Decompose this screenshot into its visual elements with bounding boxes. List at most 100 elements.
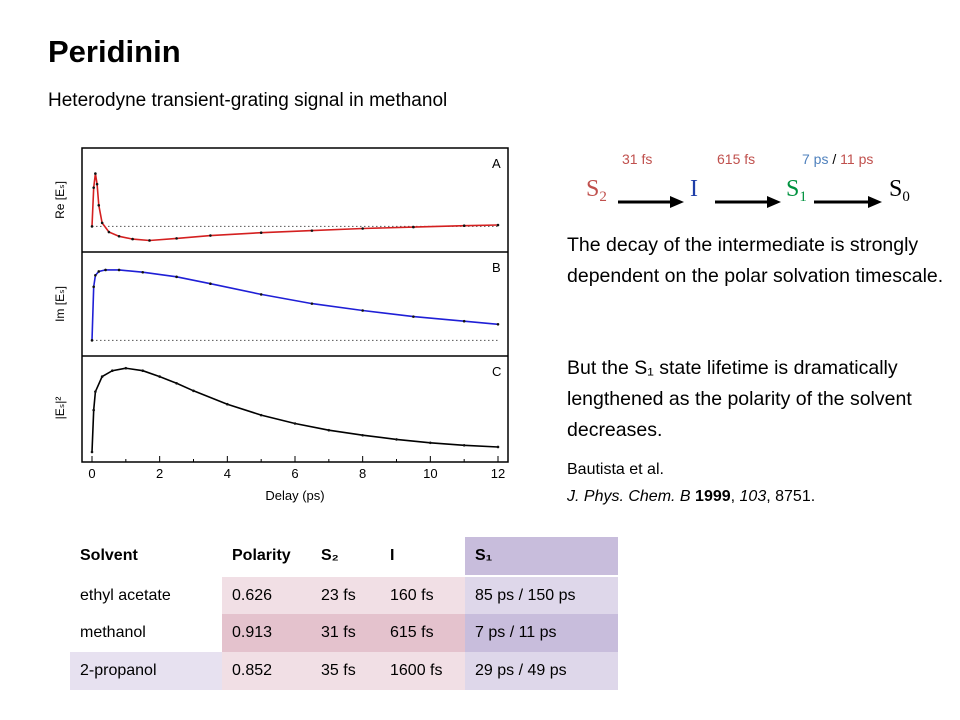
table-row: 2-propanol 0.852 35 fs 1600 fs 29 ps / 4… — [70, 652, 618, 690]
arrow-icon — [715, 196, 781, 208]
table-header-row: Solvent Polarity S₂ I S₁ — [70, 537, 618, 577]
data-point — [90, 450, 94, 454]
data-point — [124, 366, 128, 370]
panel-ylabel: Im [Eₛ] — [53, 286, 67, 322]
table-cell: 160 fs — [380, 576, 465, 614]
rate-s1-s0-b: 11 ps — [840, 151, 874, 167]
data-point — [92, 408, 95, 412]
data-point — [310, 302, 314, 305]
panel-label-A: A — [492, 156, 501, 171]
data-point — [104, 268, 107, 272]
x-tick-label: 8 — [359, 466, 366, 481]
table-cell: 31 fs — [311, 614, 380, 652]
data-point — [412, 225, 415, 229]
data-point — [395, 438, 398, 441]
data-point — [100, 375, 104, 378]
table-cell: 29 ps / 49 ps — [465, 652, 618, 690]
arrow-icon — [618, 196, 684, 208]
table-header-cell: Solvent — [70, 537, 222, 577]
data-point — [209, 234, 212, 237]
data-point — [94, 274, 97, 277]
table-cell: 0.913 — [222, 614, 311, 652]
data-point — [97, 270, 101, 273]
table-cell: 35 fs — [311, 652, 380, 690]
state-i: I — [690, 176, 698, 202]
x-tick-label: 6 — [291, 466, 298, 481]
paragraph-intermediate: The decay of the intermediate is strongl… — [567, 234, 944, 287]
data-point — [259, 231, 263, 235]
reference-journal: J. Phys. Chem. B — [567, 488, 691, 505]
rate-i-s1: 615 fs — [717, 151, 756, 167]
data-point — [117, 234, 121, 238]
data-point — [462, 224, 466, 227]
reference-volume: 103 — [739, 488, 767, 505]
table-cell: ethyl acetate — [70, 576, 222, 614]
table-header-cell: I — [380, 537, 465, 577]
state-s1: S1 — [786, 176, 807, 205]
data-point — [94, 390, 97, 393]
table-cell: methanol — [70, 614, 222, 652]
x-tick-label: 2 — [156, 466, 163, 481]
data-point — [158, 375, 161, 378]
table-cell: 85 ps / 150 ps — [465, 576, 618, 614]
data-point — [293, 422, 297, 425]
data-point — [462, 443, 466, 447]
table-header-cell: S₂ — [311, 537, 380, 577]
reference-pages: 8751. — [775, 488, 816, 505]
data-point — [310, 229, 314, 232]
data-point — [259, 413, 263, 417]
data-point — [361, 227, 364, 230]
data-point — [131, 237, 134, 241]
panel-label-B: B — [492, 260, 501, 275]
data-point — [148, 239, 151, 242]
panel-ylabel: |Eₛ|² — [53, 397, 67, 420]
data-point — [209, 282, 212, 286]
reference-year: 1999 — [695, 488, 731, 505]
table-row: methanol 0.913 31 fs 615 fs 7 ps / 11 ps — [70, 614, 618, 652]
data-point — [175, 275, 178, 279]
series-line-C — [91, 367, 499, 453]
table-cell: 615 fs — [380, 614, 465, 652]
slide-subtitle: Heterodyne transient-grating signal in m… — [48, 90, 448, 111]
data-point — [97, 203, 101, 207]
x-tick-label: 4 — [224, 466, 231, 481]
rate-separator: / — [832, 151, 837, 167]
reference-authors: Bautista et al. — [567, 461, 664, 478]
table-cell: 0.626 — [222, 576, 311, 614]
reference-citation: J. Phys. Chem. B 1999, 103, 8751. — [567, 488, 816, 505]
state-s2: S2 — [586, 176, 607, 205]
rate-s1-s0: 7 ps / 11 ps — [802, 151, 873, 167]
table-cell: 2-propanol — [70, 652, 222, 690]
data-point — [412, 315, 415, 318]
x-tick-label: 12 — [491, 466, 505, 481]
table-header-cell: Polarity — [222, 537, 311, 577]
data-point — [100, 221, 104, 225]
data-point — [429, 441, 432, 445]
data-point — [141, 369, 145, 373]
table-cell: 0.852 — [222, 652, 311, 690]
x-tick-label: 0 — [88, 466, 95, 481]
data-point — [496, 445, 500, 449]
data-point — [92, 285, 95, 289]
table-header-cell: S₁ — [465, 537, 618, 577]
data-point — [226, 402, 229, 406]
plot-frame — [81, 147, 509, 463]
data-point — [92, 186, 95, 189]
data-point — [496, 322, 500, 326]
data-point — [361, 433, 364, 437]
x-tick-label: 10 — [423, 466, 437, 481]
arrow-icon — [814, 196, 882, 208]
slide-title: Peridinin — [48, 34, 181, 69]
panel-label-C: C — [492, 364, 501, 379]
data-point — [496, 223, 500, 227]
data-point — [259, 293, 263, 296]
data-point — [175, 381, 178, 385]
data-point — [327, 428, 331, 432]
transient-grating-figure: A Re [Eₛ] B Im [Eₛ] C |Eₛ|² 0 2 4 6 8 10 12 Delay (ps… — [53, 147, 509, 503]
data-point — [95, 182, 99, 186]
series-line-B — [91, 269, 499, 341]
data-point — [462, 319, 466, 323]
data-point — [90, 339, 94, 342]
data-point — [141, 270, 145, 274]
table-cell: 7 ps / 11 ps — [465, 614, 618, 652]
